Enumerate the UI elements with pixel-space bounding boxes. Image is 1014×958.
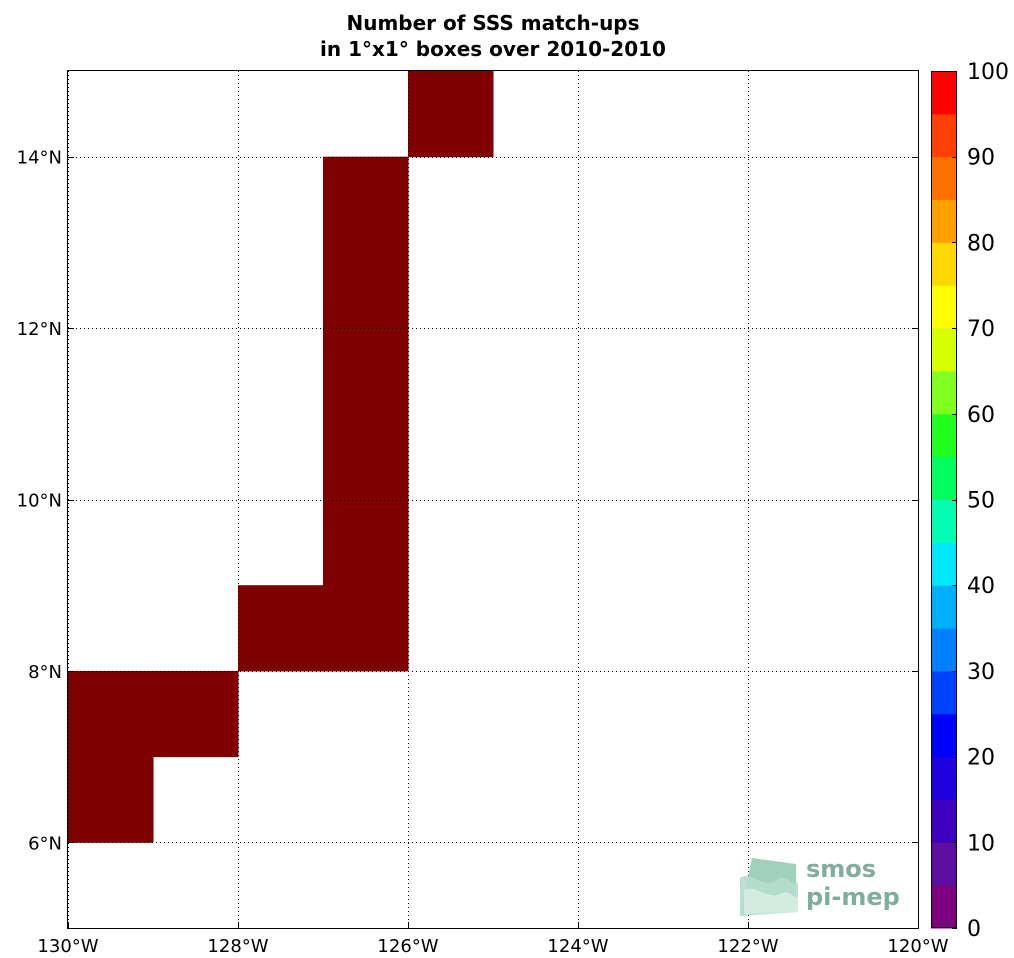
data-cell [323,585,409,672]
colorbar-tick-label: 30 [967,660,995,685]
smos-pimep-logo: smos pi-mep [740,855,900,916]
x-tick-label: 126°W [377,936,438,957]
colorbar-tick-label: 100 [967,60,1009,85]
colorbar-tick-label: 90 [967,146,995,171]
x-tick-label: 124°W [547,936,608,957]
data-cell [238,585,324,672]
data-cell [153,670,239,758]
data-cell [323,242,409,329]
x-tick-label: 128°W [207,936,268,957]
data-cell [323,156,409,243]
colorbar-bin [931,713,957,758]
map-frame [67,70,919,929]
colorbar-bin [931,885,957,929]
colorbar-bin [931,756,957,800]
colorbar-tick-label: 80 [967,231,995,256]
colorbar-bin [931,328,957,372]
data-cell [68,756,154,843]
data-cell [323,413,409,500]
x-tick-label: 130°W [37,936,98,957]
colorbar: 0 10 20 30 40 50 60 70 80 90 100 [931,60,1009,942]
logo-text-smos: smos [806,855,876,883]
colorbar-bin [931,628,957,672]
colorbar-bin [931,413,957,458]
colorbar-bin [931,799,957,843]
data-cell [408,71,494,158]
colorbar-bin [931,285,957,329]
data-cell [323,499,409,586]
x-tick-label: 120°W [887,936,948,957]
x-tick-label: 122°W [717,936,778,957]
colorbar-bin [931,670,957,715]
data-cells [68,71,494,843]
logo-text-pimep: pi-mep [806,883,900,911]
data-cell [68,670,154,758]
colorbar-frame [931,71,957,928]
y-tick-label: 14°N [17,148,62,169]
colorbar-tick-label: 10 [967,831,995,856]
x-axis-ticks: 130°W 128°W 126°W 124°W 122°W 120°W [37,922,949,957]
colorbar-tick-label: 60 [967,403,995,428]
colorbar-bin [931,499,957,543]
colorbar-tick-label: 20 [967,746,995,771]
colorbar-bin [931,370,957,415]
colorbar-tick-label: 50 [967,489,995,514]
colorbar-bin [931,199,957,243]
colorbar-bin [931,156,957,201]
colorbar-bin [931,242,957,286]
y-tick-label: 8°N [28,662,62,683]
y-tick-label: 6°N [28,833,62,854]
data-cell [323,328,409,415]
colorbar-bin [931,456,957,500]
chart-title: Number of SSS match-ups [346,11,640,35]
y-axis-ticks: 6°N 8°N 10°N 12°N 14°N [17,148,918,854]
colorbar-bin [931,71,957,115]
colorbar-tick-label: 70 [967,317,995,342]
y-tick-label: 12°N [17,319,62,340]
colorbar-bin [931,542,957,586]
chart-title-block: Number of SSS match-ups in 1°x1° boxes o… [0,10,986,62]
logo-wave-icon [740,858,798,916]
chart-subtitle: in 1°x1° boxes over 2010-2010 [320,37,666,61]
grid-lines [68,71,919,928]
colorbar-bin [931,113,957,158]
colorbar-tick-label: 40 [967,574,995,599]
colorbar-tick-label: 0 [967,917,981,942]
y-tick-label: 10°N [17,491,62,512]
colorbar-bin [931,585,957,629]
colorbar-bin [931,842,957,886]
